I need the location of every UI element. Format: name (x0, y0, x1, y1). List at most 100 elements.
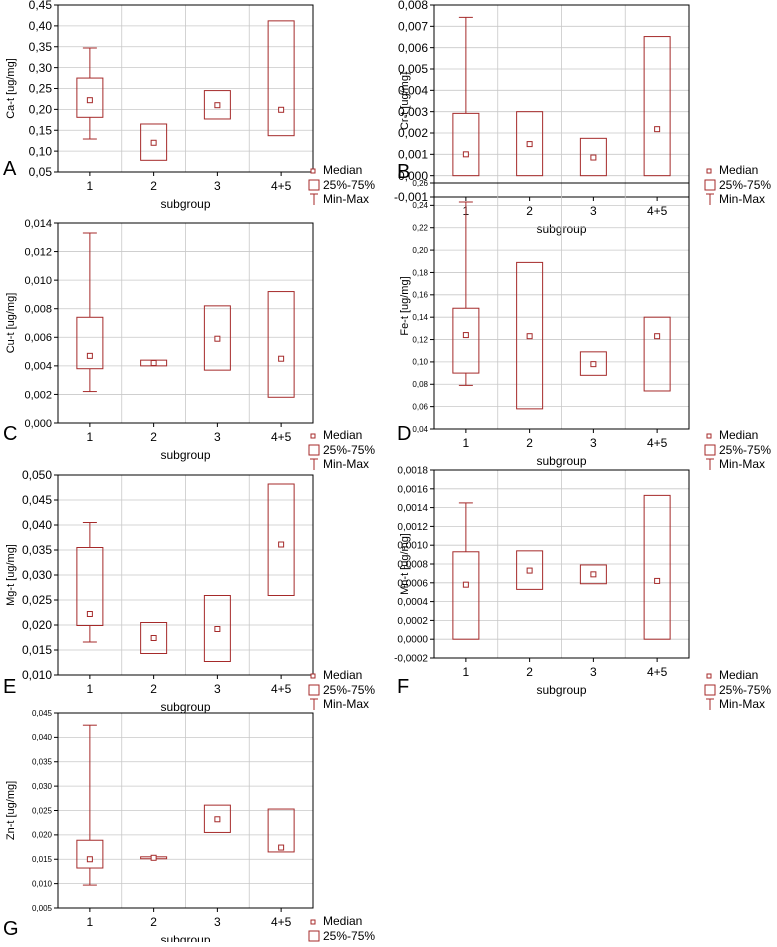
y-tick-label: 0,040 (22, 518, 52, 532)
median-marker (462, 332, 469, 339)
y-tick-label: 0,014 (24, 218, 52, 230)
iqr-box (203, 804, 231, 833)
legend-median-symbol (706, 673, 712, 679)
iqr-box (76, 839, 104, 869)
box-2 (516, 111, 544, 177)
x-tick-label: 1 (87, 430, 94, 444)
y-tick-label: 0,40 (29, 19, 53, 33)
box-3 (203, 595, 231, 662)
iqr-box (203, 595, 231, 662)
y-tick-label: 0,006 (24, 332, 52, 344)
box-1 (76, 47, 104, 140)
median-marker (654, 333, 661, 340)
y-tick-label: 0,002 (24, 389, 52, 401)
box-2 (140, 622, 168, 654)
y-tick-label: 0,045 (32, 709, 53, 718)
legend-median-label: Median (323, 668, 362, 682)
y-tick-label: 0,025 (32, 806, 53, 815)
median-marker (86, 97, 93, 104)
legend-box-symbol (308, 684, 320, 696)
y-tick-label: 0,004 (24, 361, 52, 373)
y-tick-label: 0,020 (32, 831, 53, 840)
y-tick-label: 0,020 (22, 618, 52, 632)
iqr-box (516, 261, 544, 410)
y-tick-label: 0,030 (22, 568, 52, 582)
iqr-box (643, 316, 671, 392)
median-marker (278, 844, 285, 851)
box-2 (140, 854, 168, 861)
x-axis-label: subgroup (160, 933, 210, 942)
y-tick-label: -0,001 (394, 190, 428, 204)
y-tick-label: 0,0018 (397, 466, 428, 477)
legend-box-symbol (308, 444, 320, 456)
legend-box-label: 25%-75% (719, 178, 771, 192)
iqr-box (267, 483, 295, 596)
panel-letter: E (3, 676, 16, 698)
median-marker (150, 360, 157, 366)
median-marker (150, 854, 157, 861)
x-tick-label: 3 (214, 179, 221, 193)
median-marker (462, 151, 469, 158)
box-3 (203, 90, 231, 120)
y-axis-label: Cr-t [ug/mg] (399, 72, 411, 130)
y-tick-label: 0,10 (412, 358, 428, 367)
iqr-box (203, 90, 231, 120)
y-tick-label: 0,005 (398, 62, 428, 76)
x-tick-label: 2 (150, 682, 157, 696)
panel-c: 0,000 0,002 0,004 0,006 0,008 0,010 0,012 0,014… (3, 218, 375, 471)
box-4plus5 (643, 36, 671, 177)
box-1 (452, 16, 480, 177)
box-4plus5 (267, 20, 295, 137)
box-3 (579, 564, 607, 585)
box-1 (76, 522, 104, 643)
box-2 (140, 123, 168, 161)
panel-a: 0,05 0,10 0,15 0,20 0,25 0,30 0,35 0,40 0,45 1 2 3 4… (3, 0, 375, 211)
y-tick-label: 0,025 (22, 593, 52, 607)
legend-box-symbol (308, 930, 320, 942)
y-tick-label: 0,08 (412, 380, 428, 389)
median-marker (526, 567, 533, 574)
iqr-box (267, 808, 295, 853)
iqr-box (140, 622, 168, 654)
x-axis-label: subgroup (536, 683, 586, 697)
x-tick-label: 4+5 (271, 682, 292, 696)
x-axis-label: subgroup (160, 197, 210, 211)
iqr-box (579, 351, 607, 376)
iqr-box (203, 305, 231, 371)
y-tick-label: 0,000 (24, 418, 52, 430)
x-tick-label: 2 (150, 915, 157, 929)
panel-e: 0,010 0,015 0,020 0,025 0,030 0,035 0,040 0,045… (3, 468, 375, 714)
legend-whisker-label: Min-Max (719, 697, 765, 711)
iqr-box (516, 550, 544, 590)
x-tick-label: 1 (463, 436, 470, 450)
y-tick-label: 0,050 (22, 468, 52, 482)
y-tick-label: 0,0002 (397, 616, 428, 627)
y-tick-label: 0,22 (412, 224, 428, 233)
legend-median-label: Median (323, 428, 362, 442)
x-axis-label: subgroup (160, 700, 210, 714)
x-tick-label: 4+5 (647, 204, 668, 218)
x-tick-label: 3 (590, 665, 597, 679)
box-1 (76, 724, 104, 886)
median-marker (654, 126, 661, 133)
x-tick-label: 4+5 (271, 179, 292, 193)
y-tick-label: 0,06 (412, 402, 428, 411)
iqr-box (643, 36, 671, 177)
median-marker (278, 106, 285, 113)
y-tick-label: 0,040 (32, 733, 53, 742)
median-marker (526, 333, 533, 340)
iqr-box (516, 111, 544, 177)
x-tick-label: 4+5 (271, 430, 292, 444)
y-tick-label: 0,015 (32, 855, 53, 864)
x-tick-label: 4+5 (271, 915, 292, 929)
median-marker (590, 361, 597, 368)
y-tick-label: 0,10 (29, 144, 53, 158)
legend-whisker-label: Min-Max (719, 457, 765, 471)
